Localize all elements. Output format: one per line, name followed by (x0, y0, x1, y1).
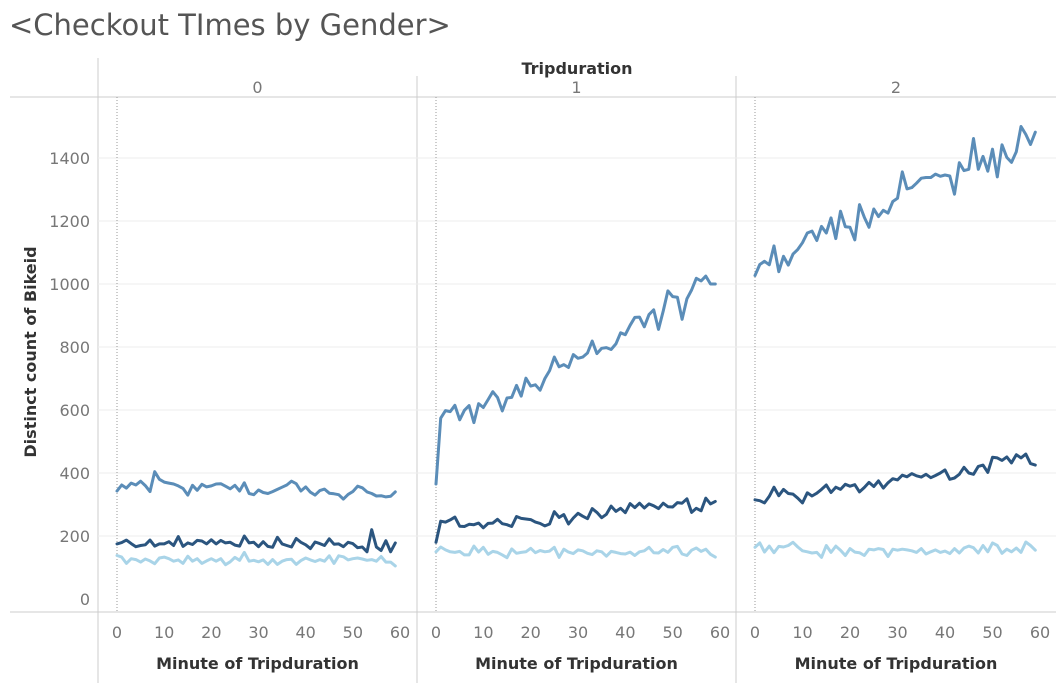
x-tick-label-30: 30 (568, 623, 588, 642)
chart-title: <Checkout TImes by Gender> (9, 8, 451, 42)
y-tick-label-1000: 1000 (49, 275, 90, 294)
x-tick-label-10: 10 (154, 623, 174, 642)
series-line-panel-1-1 (434, 496, 717, 544)
x-tick-label-40: 40 (615, 623, 635, 642)
panel-0: 0 0 10 20 30 40 50 60 Minute of Tripduration (112, 78, 410, 673)
series-line-panel-2-1 (753, 452, 1037, 505)
x-tick-label-20: 20 (201, 623, 221, 642)
x-tick-label-20: 20 (840, 623, 860, 642)
series-line-panel-1-0 (434, 274, 717, 486)
y-axis-ticks: 0 200 400 600 800 1000 1200 1400 (49, 149, 90, 609)
series-line-panel-2-2 (753, 540, 1037, 559)
x-tick-label-30: 30 (248, 623, 268, 642)
panel-header-1: 1 (571, 78, 581, 97)
y-tick-label-1200: 1200 (49, 212, 90, 231)
x-tick-label-0: 0 (112, 623, 122, 642)
x-tick-label-0: 0 (750, 623, 760, 642)
y-tick-label-400: 400 (59, 464, 90, 483)
x-tick-label-50: 50 (982, 623, 1002, 642)
series-line-panel-0-1 (115, 528, 397, 554)
series-line-panel-1-2 (434, 544, 717, 560)
x-tick-label-60: 60 (710, 623, 730, 642)
x-tick-label-60: 60 (390, 623, 410, 642)
y-tick-label-1400: 1400 (49, 149, 90, 168)
y-tick-label-600: 600 (59, 401, 90, 420)
x-axis-title-panel-1: Minute of Tripduration (475, 654, 678, 673)
x-tick-label-10: 10 (473, 623, 493, 642)
x-tick-label-10: 10 (792, 623, 812, 642)
x-axis-title-panel-2: Minute of Tripduration (795, 654, 998, 673)
x-tick-label-20: 20 (520, 623, 540, 642)
x-tick-label-30: 30 (887, 623, 907, 642)
x-tick-label-40: 40 (935, 623, 955, 642)
y-axis-title: Distinct count of Bikeid (21, 246, 40, 457)
series-line-panel-2-0 (753, 125, 1037, 277)
chart-frame (10, 58, 1056, 683)
series-line-panel-0-2 (115, 550, 397, 568)
panel-header-0: 0 (252, 78, 262, 97)
panel-header-2: 2 (891, 78, 901, 97)
x-tick-label-40: 40 (295, 623, 315, 642)
x-tick-label-0: 0 (431, 623, 441, 642)
y-tick-label-200: 200 (59, 527, 90, 546)
x-tick-label-60: 60 (1030, 623, 1050, 642)
y-tick-label-800: 800 (59, 338, 90, 357)
x-tick-label-50: 50 (343, 623, 363, 642)
x-axis-title-panel-0: Minute of Tripduration (156, 654, 359, 673)
gridlines (98, 157, 1056, 537)
column-header: Tripduration (521, 59, 632, 78)
series-line-panel-0-0 (115, 470, 397, 501)
x-tick-label-50: 50 (662, 623, 682, 642)
y-tick-label-0: 0 (80, 590, 90, 609)
